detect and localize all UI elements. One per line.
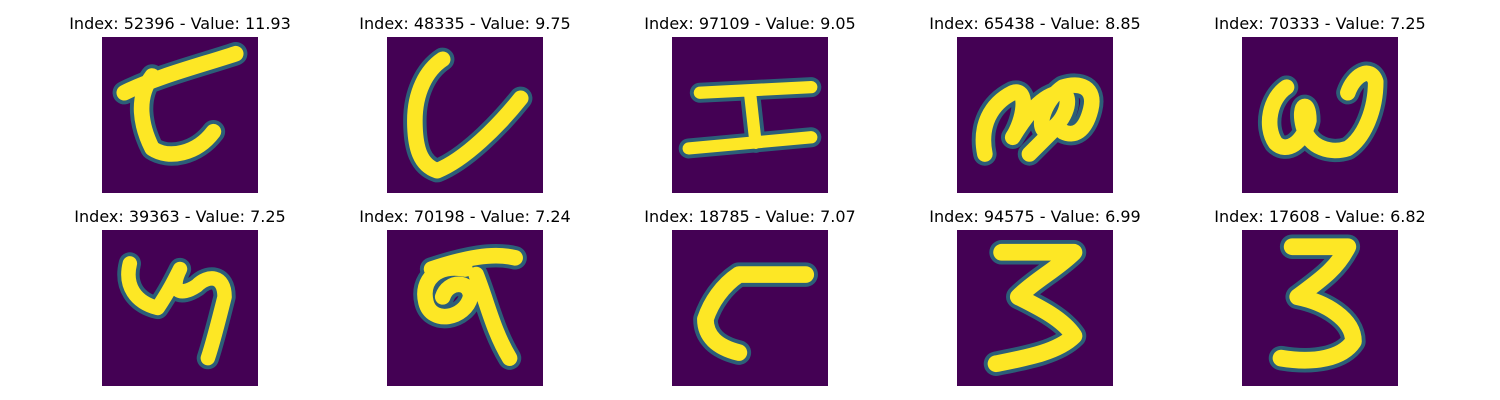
handwritten-glyph-five-like bbox=[693, 262, 818, 365]
cell-title: Index: 65438 - Value: 8.85 bbox=[929, 14, 1141, 33]
handwritten-glyph-loops bbox=[971, 73, 1104, 166]
figure-cell-4: Index: 65438 - Value: 8.85 bbox=[915, 12, 1155, 202]
handwritten-glyph-w-shape bbox=[1257, 61, 1388, 163]
cell-title: Index: 39363 - Value: 7.25 bbox=[74, 207, 286, 226]
cell-title: Index: 70333 - Value: 7.25 bbox=[1214, 14, 1426, 33]
cell-title: Index: 70198 - Value: 7.24 bbox=[359, 207, 571, 226]
handwritten-sample-image bbox=[387, 37, 543, 193]
figure-cell-2: Index: 48335 - Value: 9.75 bbox=[345, 12, 585, 202]
handwritten-sample-image bbox=[102, 37, 258, 193]
handwritten-sample-image bbox=[1242, 37, 1398, 193]
handwritten-glyph-three bbox=[983, 240, 1087, 376]
figure-cell-7: Index: 70198 - Value: 7.24 bbox=[345, 205, 585, 395]
handwritten-sample-image bbox=[102, 230, 258, 386]
cell-title: Index: 17608 - Value: 6.82 bbox=[1214, 207, 1426, 226]
handwritten-sample-image bbox=[672, 37, 828, 193]
handwritten-glyph-nine-like bbox=[413, 244, 527, 370]
handwritten-glyph-u-shape bbox=[403, 47, 533, 183]
figure-cell-8: Index: 18785 - Value: 7.07 bbox=[630, 205, 870, 395]
figure-cell-1: Index: 52396 - Value: 11.93 bbox=[60, 12, 300, 202]
figure-cell-6: Index: 39363 - Value: 7.25 bbox=[60, 205, 300, 395]
handwritten-sample-image bbox=[672, 230, 828, 386]
handwritten-sample-image bbox=[1242, 230, 1398, 386]
handwritten-sample-image bbox=[957, 230, 1113, 386]
handwritten-sample-image bbox=[957, 37, 1113, 193]
handwritten-glyph-I-shape bbox=[678, 77, 822, 159]
cell-title: Index: 18785 - Value: 7.07 bbox=[644, 207, 856, 226]
figure-cell-3: Index: 97109 - Value: 9.05 bbox=[630, 12, 870, 202]
figure-cell-5: Index: 70333 - Value: 7.25 bbox=[1200, 12, 1440, 202]
figure-cell-10: Index: 17608 - Value: 6.82 bbox=[1200, 205, 1440, 395]
cell-title: Index: 52396 - Value: 11.93 bbox=[69, 14, 291, 33]
cell-title: Index: 97109 - Value: 9.05 bbox=[644, 14, 856, 33]
handwritten-glyph-three bbox=[1268, 234, 1366, 373]
figure-cell-9: Index: 94575 - Value: 6.99 bbox=[915, 205, 1155, 395]
handwritten-glyph-four-like bbox=[117, 252, 236, 370]
cell-title: Index: 48335 - Value: 9.75 bbox=[359, 14, 571, 33]
handwritten-sample-image bbox=[387, 230, 543, 386]
cell-title: Index: 94575 - Value: 6.99 bbox=[929, 207, 1141, 226]
handwritten-glyph-curl bbox=[112, 42, 248, 166]
